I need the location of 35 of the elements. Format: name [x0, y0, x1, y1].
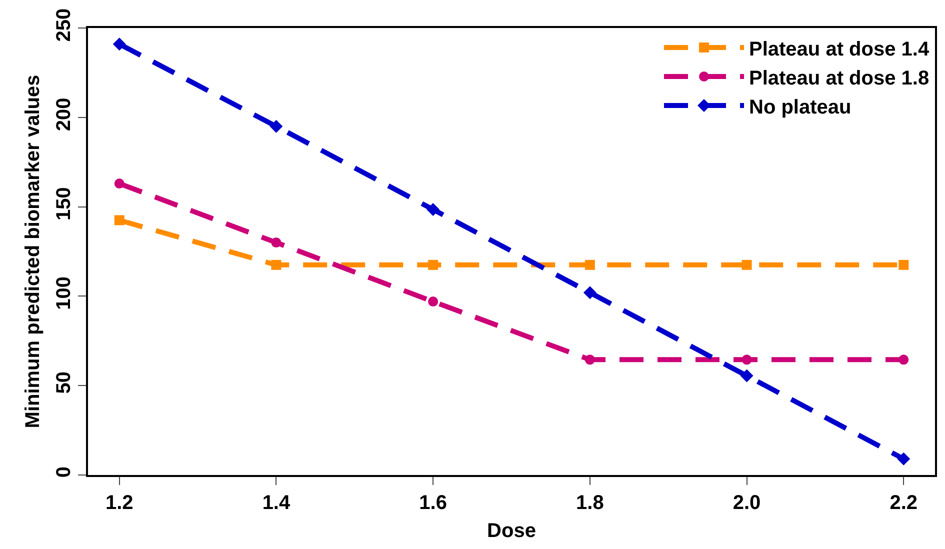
- x-tick-label: 1.4: [262, 492, 291, 514]
- point: [114, 215, 124, 226]
- point: [897, 452, 910, 466]
- x-tick-label: 1.2: [105, 492, 134, 514]
- legend-label: Plateau at dose 1.4: [749, 38, 930, 60]
- point: [584, 354, 595, 365]
- point: [271, 260, 282, 270]
- x-tick-label: 2.0: [732, 492, 761, 514]
- y-tick-label: 250: [53, 8, 75, 42]
- point: [114, 178, 124, 189]
- point: [270, 120, 283, 133]
- point: [584, 260, 595, 270]
- x-tick-label: 2.2: [890, 492, 918, 514]
- point: [112, 38, 126, 51]
- point: [898, 354, 909, 365]
- legend-label: No plateau: [749, 96, 852, 118]
- point: [742, 354, 752, 365]
- point: [271, 238, 282, 248]
- y-tick-label: 50: [53, 371, 75, 394]
- y-tick-label: 200: [53, 98, 75, 132]
- point: [740, 369, 754, 382]
- y-tick-label: 0: [53, 466, 75, 478]
- point: [898, 260, 909, 270]
- point: [583, 286, 596, 300]
- x-tick-label: 1.6: [419, 492, 447, 514]
- x-axis-title: Dose: [487, 520, 536, 542]
- y-axis-title: Minimum predicted biomarker values: [22, 74, 44, 428]
- point: [426, 202, 440, 216]
- legend-label: Plateau at dose 1.8: [749, 67, 930, 90]
- point: [742, 260, 752, 270]
- point: [428, 260, 438, 270]
- y-tick-label: 150: [53, 187, 75, 220]
- x-tick-label: 1.8: [576, 492, 604, 514]
- point: [428, 296, 438, 307]
- y-tick-label: 100: [53, 276, 75, 310]
